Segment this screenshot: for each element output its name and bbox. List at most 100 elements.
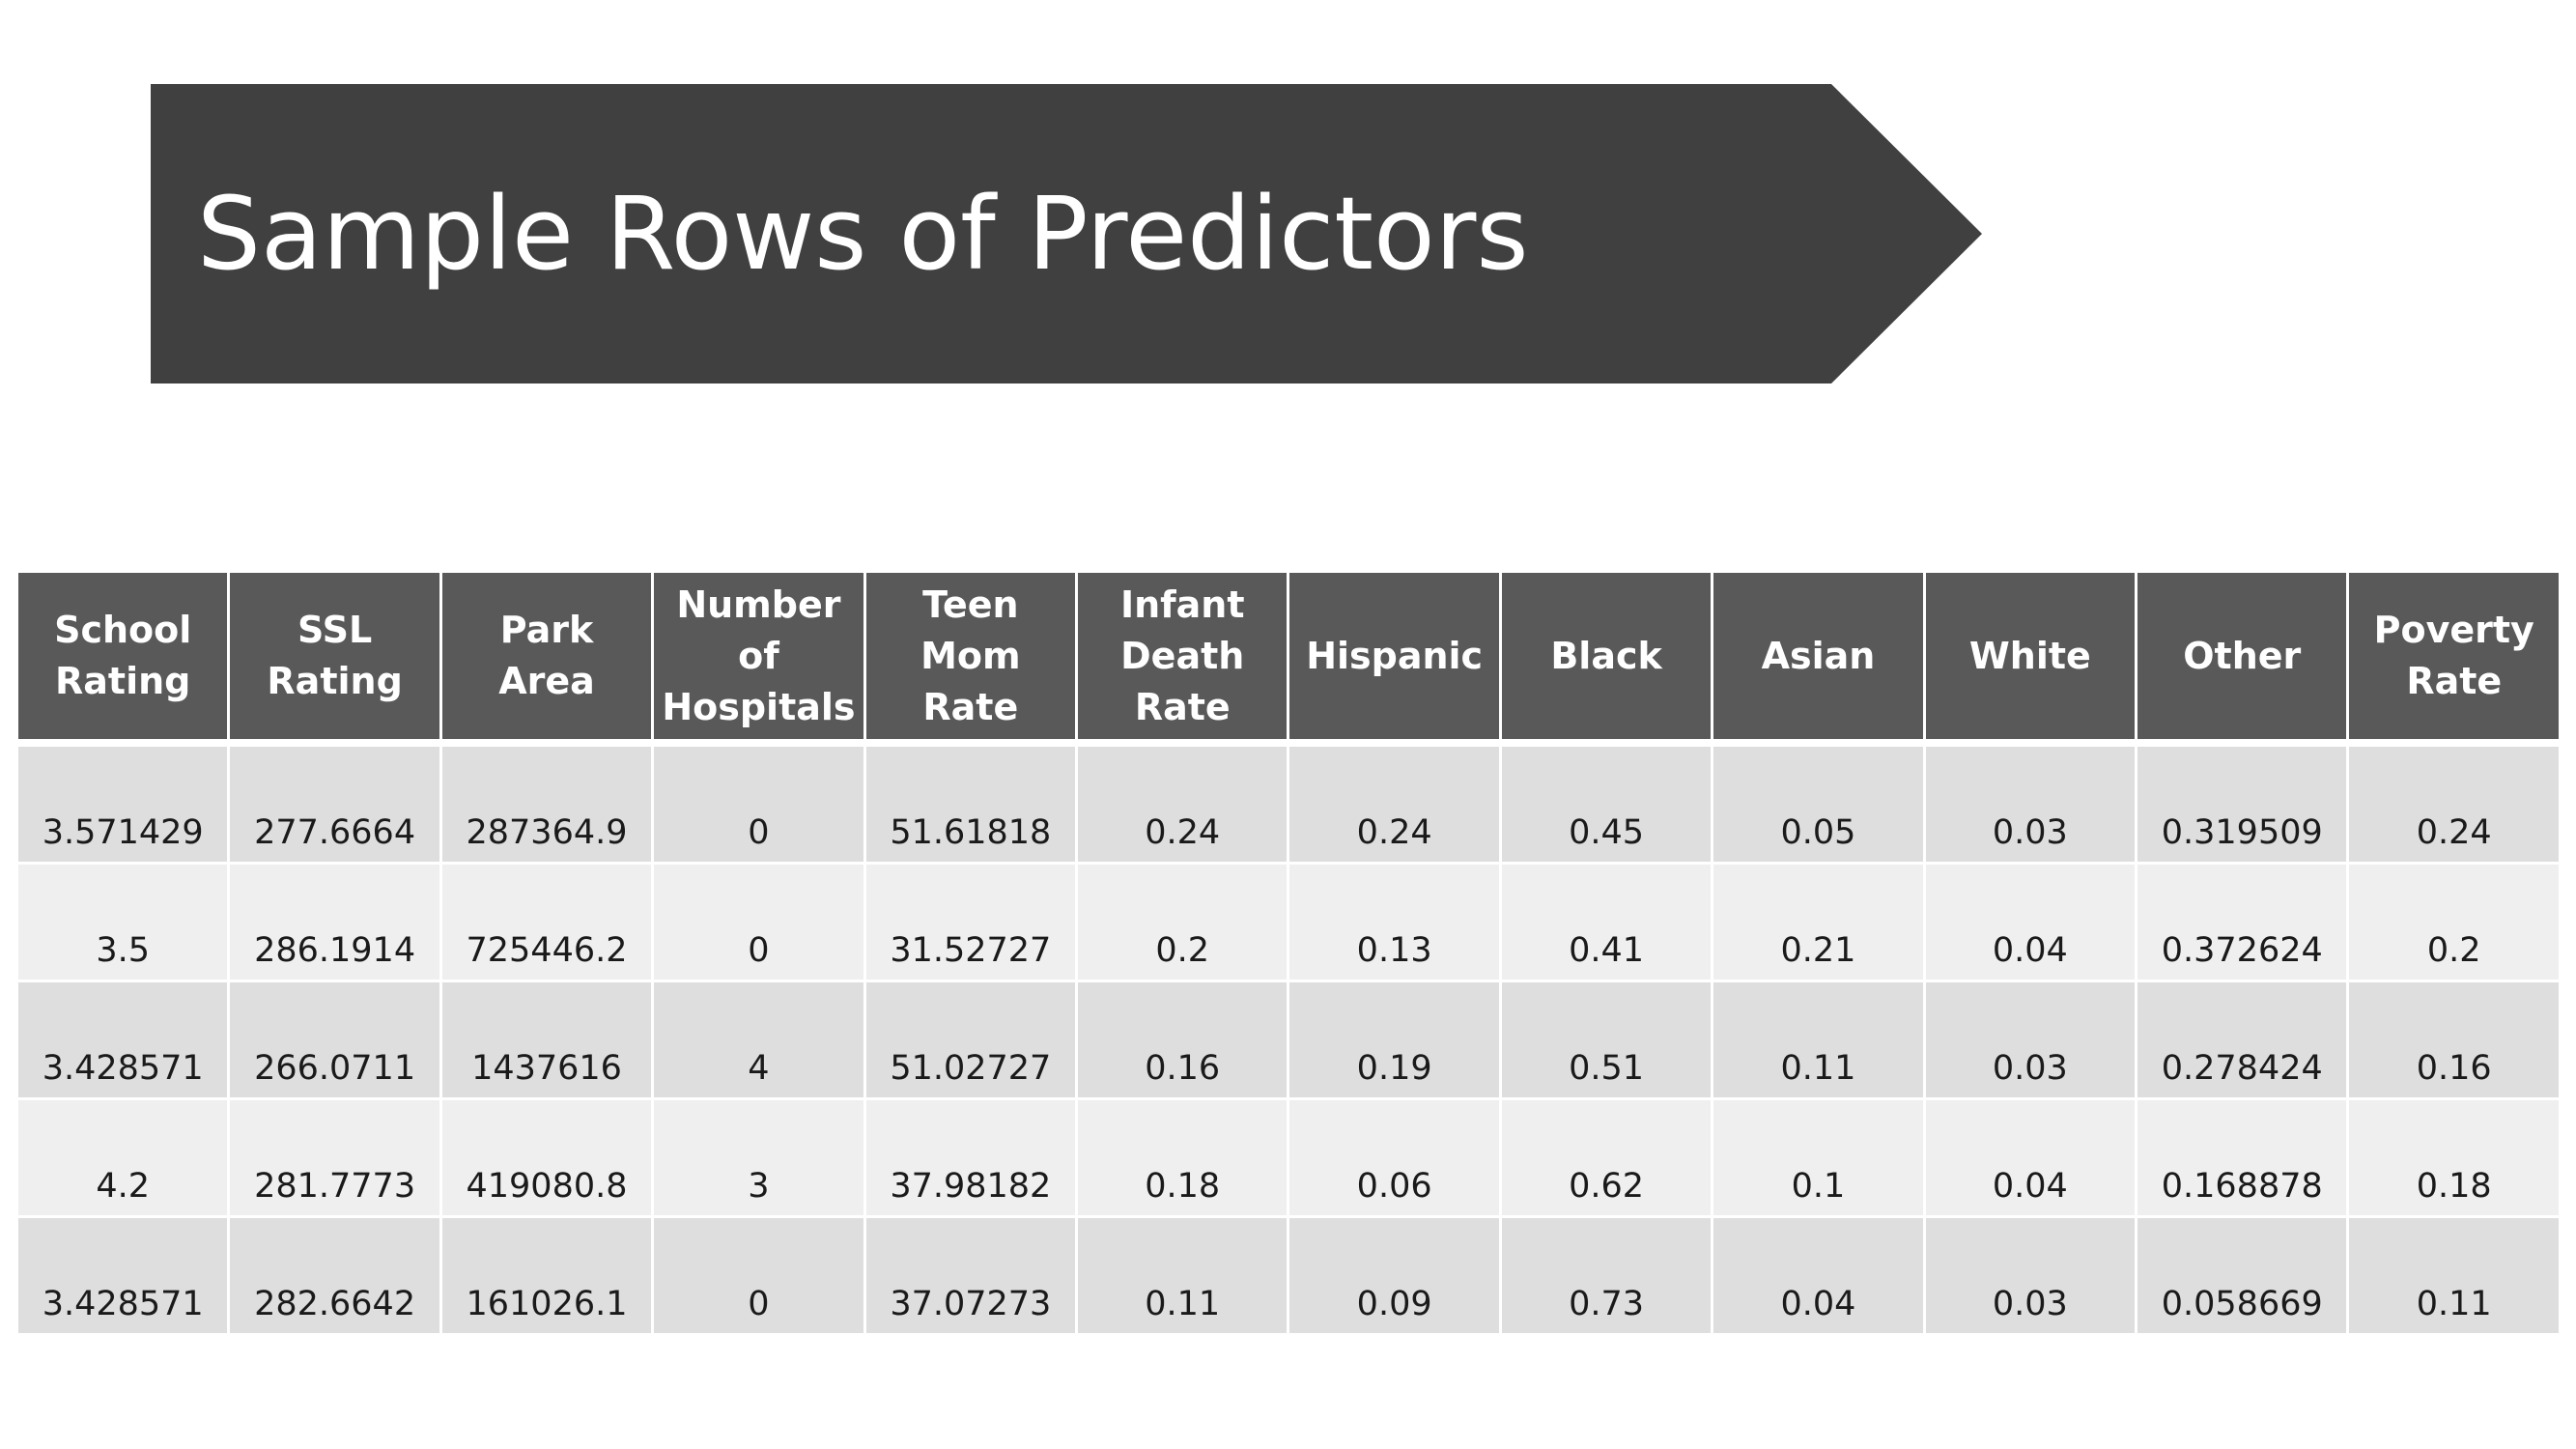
column-header-line: Rating <box>267 660 403 702</box>
table-cell: 0.62 <box>1498 1097 1714 1218</box>
table-row: 3.428571 282.6642 161026.1 0 37.07273 0.… <box>14 1215 2562 1336</box>
table-cell: 0.05 <box>1711 741 1926 865</box>
table-cell: 0.372624 <box>2135 862 2350 982</box>
table-cell: 281.7773 <box>227 1097 442 1218</box>
column-header-line: Park Area <box>498 609 595 702</box>
table-cell: 0 <box>651 1215 866 1336</box>
table-cell: 0.09 <box>1287 1215 1502 1336</box>
column-header: Park Area <box>439 570 655 745</box>
table-cell: 37.07273 <box>863 1215 1079 1336</box>
column-header-line: Hospitals <box>662 685 856 728</box>
column-header-line: Rate <box>922 685 1019 728</box>
column-header-line: School <box>54 609 192 651</box>
column-header: Poverty Rate <box>2346 570 2562 745</box>
table-cell: 0.16 <box>2346 980 2562 1100</box>
column-header-line: Black <box>1550 634 1662 677</box>
column-header: Number of Hospitals <box>651 570 866 745</box>
column-header: SSL Rating <box>227 570 442 745</box>
table-cell: 0.51 <box>1498 980 1714 1100</box>
column-header-line: Poverty <box>2373 609 2534 651</box>
table-cell: 51.02727 <box>863 980 1079 1100</box>
table-cell: 0.16 <box>1075 980 1290 1100</box>
column-header-line: Number <box>676 582 841 626</box>
table-cell: 725446.2 <box>439 862 655 982</box>
table-cell: 0.03 <box>1922 980 2138 1100</box>
table-cell: 0.21 <box>1711 862 1926 982</box>
column-header-line: Rating <box>55 660 191 702</box>
table-cell: 4 <box>651 980 866 1100</box>
predictors-table-container: School Rating SSL Rating Park Area Number o… <box>14 570 2562 1336</box>
table-cell: 0.24 <box>1075 741 1290 865</box>
table-cell: 0.04 <box>1711 1215 1926 1336</box>
table-cell: 0.18 <box>2346 1097 2562 1218</box>
chevron-arrow-shape <box>151 84 1982 384</box>
table-cell: 266.0711 <box>227 980 442 1100</box>
table-cell: 161026.1 <box>439 1215 655 1336</box>
column-header-line: Rate <box>1134 685 1231 728</box>
table-cell: 0.2 <box>2346 862 2562 982</box>
column-header-line: of <box>738 634 779 677</box>
table-cell: 0.11 <box>2346 1215 2562 1336</box>
table-cell: 286.1914 <box>227 862 442 982</box>
column-header-line: Asian <box>1761 634 1876 677</box>
table-cell: 0.04 <box>1922 862 2138 982</box>
table-cell: 51.61818 <box>863 741 1079 865</box>
column-header: White <box>1922 570 2138 745</box>
column-header: Infant Death Rate <box>1075 570 1290 745</box>
column-header: Hispanic <box>1287 570 1502 745</box>
column-header-line: Rate <box>2406 660 2503 702</box>
predictors-table: School Rating SSL Rating Park Area Number o… <box>14 570 2562 1336</box>
table-cell: 3.428571 <box>14 1215 231 1336</box>
header-row: School Rating SSL Rating Park Area Number o… <box>14 570 2562 745</box>
table-cell: 1437616 <box>439 980 655 1100</box>
table-cell: 3.428571 <box>14 980 231 1100</box>
table-cell: 0.03 <box>1922 1215 2138 1336</box>
column-header-line: Mom <box>920 634 1021 677</box>
table-cell: 3.571429 <box>14 741 231 865</box>
table-cell: 37.98182 <box>863 1097 1079 1218</box>
slide-title: Sample Rows of Predictors <box>197 175 1529 293</box>
column-header-line: Teen <box>922 582 1019 626</box>
table-cell: 0.168878 <box>2135 1097 2350 1218</box>
title-banner: Sample Rows of Predictors <box>151 84 1982 384</box>
table-cell: 31.52727 <box>863 862 1079 982</box>
column-header-line: Death <box>1120 634 1245 677</box>
table-cell: 0.13 <box>1287 862 1502 982</box>
table-cell: 0.24 <box>2346 741 2562 865</box>
table-cell: 0 <box>651 862 866 982</box>
table-row: 3.571429 277.6664 287364.9 0 51.61818 0.… <box>14 741 2562 865</box>
table-cell: 277.6664 <box>227 741 442 865</box>
table-cell: 3 <box>651 1097 866 1218</box>
column-header: Black <box>1498 570 1714 745</box>
table-row: 3.5 286.1914 725446.2 0 31.52727 0.2 0.1… <box>14 862 2562 982</box>
table-cell: 0.45 <box>1498 741 1714 865</box>
table-cell: 0.03 <box>1922 741 2138 865</box>
table-cell: 0.04 <box>1922 1097 2138 1218</box>
table-cell: 0.24 <box>1287 741 1502 865</box>
table-cell: 0.73 <box>1498 1215 1714 1336</box>
column-header-line: Other <box>2183 634 2302 677</box>
table-cell: 0.1 <box>1711 1097 1926 1218</box>
table-cell: 0.11 <box>1711 980 1926 1100</box>
column-header: Teen Mom Rate <box>863 570 1079 745</box>
column-header-line: Infant <box>1119 582 1245 626</box>
table-row: 4.2 281.7773 419080.8 3 37.98182 0.18 0.… <box>14 1097 2562 1218</box>
table-cell: 0.06 <box>1287 1097 1502 1218</box>
column-header: Asian <box>1711 570 1926 745</box>
table-cell: 0.19 <box>1287 980 1502 1100</box>
table-cell: 0.2 <box>1075 862 1290 982</box>
table-row: 3.428571 266.0711 1437616 4 51.02727 0.1… <box>14 980 2562 1100</box>
table-cell: 0.278424 <box>2135 980 2350 1100</box>
table-cell: 0.11 <box>1075 1215 1290 1336</box>
table-cell: 0.058669 <box>2135 1215 2350 1336</box>
table-cell: 0.319509 <box>2135 741 2350 865</box>
table-cell: 287364.9 <box>439 741 655 865</box>
table-cell: 282.6642 <box>227 1215 442 1336</box>
column-header: School Rating <box>14 570 231 745</box>
table-cell: 419080.8 <box>439 1097 655 1218</box>
table-cell: 4.2 <box>14 1097 231 1218</box>
table-cell: 0.18 <box>1075 1097 1290 1218</box>
table-cell: 3.5 <box>14 862 231 982</box>
column-header-line: SSL <box>297 609 373 651</box>
table-cell: 0.41 <box>1498 862 1714 982</box>
